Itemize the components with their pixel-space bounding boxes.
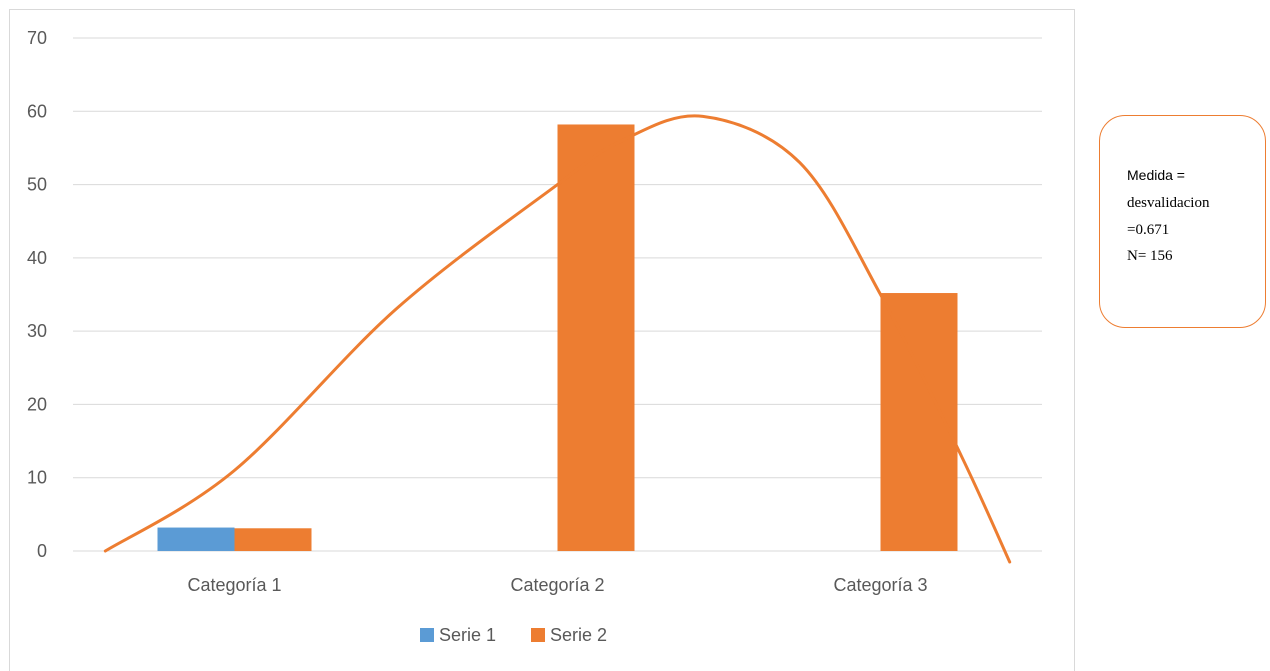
chart-plot: 0 10 20 30 40 50 60 70 Categoría 1 Categoría 2 Cat…	[27, 28, 1042, 645]
y-tick-label: 70	[27, 28, 47, 48]
annotation-line-1: Medida =	[1127, 167, 1185, 183]
annotation-line-4: N= 156	[1127, 248, 1173, 264]
legend-swatch	[420, 628, 434, 642]
y-tick-label: 0	[37, 541, 47, 561]
fit-curve	[103, 114, 1012, 564]
x-tick-label: Categoría 1	[187, 575, 281, 595]
x-tick-label: Categoría 3	[833, 575, 927, 595]
bar	[557, 124, 635, 551]
y-tick-label: 40	[27, 248, 47, 268]
bar	[234, 528, 312, 551]
bar	[157, 527, 235, 551]
annotation-line-3: =0.671	[1127, 222, 1170, 238]
legend-label: Serie 1	[439, 625, 496, 645]
y-tick-label: 60	[27, 101, 47, 121]
annotation-line-2: desvalidacion	[1127, 195, 1210, 211]
chart-frame	[9, 9, 1075, 671]
y-tick-label: 30	[27, 321, 47, 341]
x-tick-label: Categoría 2	[510, 575, 604, 595]
y-tick-label: 50	[27, 175, 47, 195]
y-tick-label: 20	[27, 394, 47, 414]
y-tick-label: 10	[27, 468, 47, 488]
annotation-box: Medida = desvalidacion =0.671 N= 156	[1099, 115, 1266, 328]
legend-label: Serie 2	[550, 625, 607, 645]
legend-swatch	[531, 628, 545, 642]
